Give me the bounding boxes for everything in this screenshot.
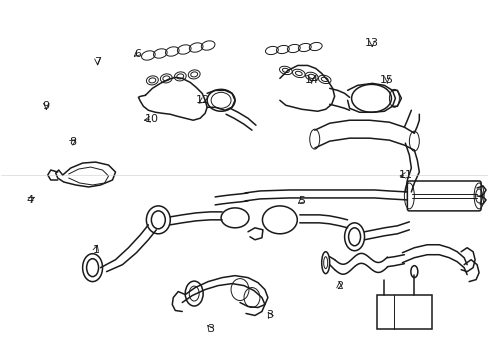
Text: 10: 10 xyxy=(144,114,159,124)
Text: 12: 12 xyxy=(196,95,210,105)
Text: 13: 13 xyxy=(365,38,378,48)
Text: 3: 3 xyxy=(266,310,273,320)
Text: 4: 4 xyxy=(26,195,34,205)
Text: 11: 11 xyxy=(398,170,412,180)
Text: 14: 14 xyxy=(304,75,318,85)
Text: 3: 3 xyxy=(206,324,213,334)
Text: 5: 5 xyxy=(297,196,305,206)
Text: 8: 8 xyxy=(69,137,77,147)
Text: 2: 2 xyxy=(335,281,343,291)
Bar xyxy=(377,294,431,329)
Text: 15: 15 xyxy=(380,75,393,85)
Text: 9: 9 xyxy=(42,102,50,112)
Text: 1: 1 xyxy=(92,245,99,255)
Text: 7: 7 xyxy=(94,57,101,67)
Text: 6: 6 xyxy=(134,49,141,59)
